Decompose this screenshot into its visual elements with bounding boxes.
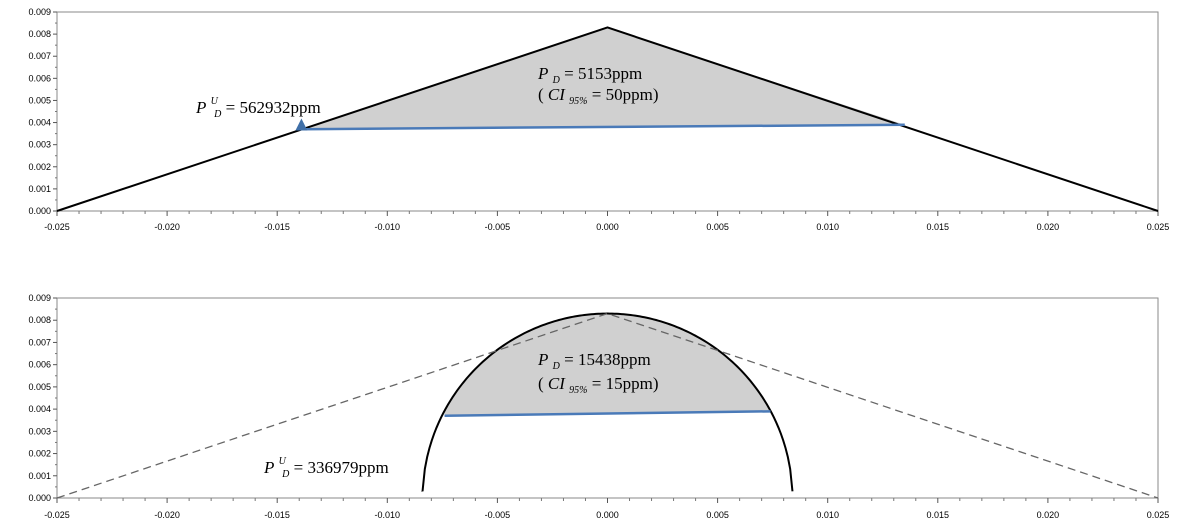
top-y-tick-label: 0.003 <box>28 140 51 150</box>
top-pdu-value: = 562932ppm <box>226 98 321 117</box>
bottom-x-tick-label: -0.015 <box>264 510 290 520</box>
bottom-ci-open: ( <box>538 374 544 393</box>
top-x-tick-label: -0.010 <box>375 222 401 232</box>
top-pd-subscript: D <box>552 75 561 86</box>
top-pd-annotation: P D = 5153ppm <box>537 64 642 87</box>
top-triangle-curve <box>56 26 1159 212</box>
bottom-x-tick-label: -0.010 <box>375 510 401 520</box>
bottom-y-tick-label: 0.005 <box>28 382 51 392</box>
top-pdu-subscript: D <box>213 109 222 120</box>
bottom-x-tick-label: -0.005 <box>485 510 511 520</box>
bottom-x-tick-label: 0.010 <box>816 510 839 520</box>
bottom-ci-annotation: ( CI 95% = 15ppm) <box>538 374 659 397</box>
bottom-pdu-subscript: D <box>281 469 290 480</box>
top-x-tick-label: -0.015 <box>264 222 290 232</box>
top-ci-value: = 50ppm) <box>592 85 659 104</box>
bottom-y-tick-label: 0.006 <box>28 360 51 370</box>
bottom-y-tick-label: 0.007 <box>28 337 51 347</box>
top-chart-group: 0.000 0.001 0.002 0.003 0.004 0.005 0.006 0.007… <box>28 7 1169 232</box>
bottom-pd-value: = 15438ppm <box>564 350 651 369</box>
top-x-tick-label: -0.025 <box>44 222 70 232</box>
bottom-y-tick-label: 0.008 <box>28 315 51 325</box>
top-y-tick-label: 0.008 <box>28 29 51 39</box>
top-x-tick-label: 0.020 <box>1037 222 1060 232</box>
top-baseline <box>301 123 905 131</box>
bottom-dashed-reference-triangle <box>56 312 1159 499</box>
bottom-baseline <box>444 410 771 418</box>
bottom-chart-group: 0.000 0.001 0.002 0.003 0.004 0.005 0.006 0.007… <box>28 293 1169 520</box>
bottom-x-tick-label: 0.020 <box>1037 510 1060 520</box>
bottom-x-tick-label: 0.000 <box>596 510 619 520</box>
top-x-tick-label: -0.020 <box>154 222 180 232</box>
top-pdu-symbol: P <box>195 98 206 117</box>
top-pd-value: = 5153ppm <box>564 64 642 83</box>
bottom-pd-annotation: P D = 15438ppm <box>537 350 651 373</box>
top-shaded-region <box>301 27 905 130</box>
bottom-x-tick-label: 0.025 <box>1147 510 1170 520</box>
top-y-tick-label: 0.002 <box>28 162 51 172</box>
bottom-y-tick-label: 0.009 <box>28 293 51 303</box>
top-x-tick-label: 0.010 <box>816 222 839 232</box>
bottom-x-tick-label: -0.020 <box>154 510 180 520</box>
top-pdu-superscript: U <box>211 96 219 107</box>
top-y-tick-label: 0.007 <box>28 51 51 61</box>
bottom-y-tick-label: 0.001 <box>28 471 51 481</box>
bottom-shaded-region <box>444 313 771 416</box>
bottom-ci-symbol: CI <box>548 374 566 393</box>
bottom-x-tick-label: 0.015 <box>927 510 950 520</box>
bottom-y-tick-label: 0.000 <box>28 493 51 503</box>
top-marker <box>295 118 308 131</box>
bottom-x-tick-label: 0.005 <box>706 510 729 520</box>
bottom-pdu-annotation: P U D = 336979ppm <box>263 449 389 481</box>
top-y-tick-label: 0.006 <box>28 73 51 83</box>
top-ci-open: ( <box>538 85 544 104</box>
bottom-x-tick-label: -0.025 <box>44 510 70 520</box>
bottom-pd-symbol: P <box>537 350 548 369</box>
bottom-y-tick-label: 0.004 <box>28 404 51 414</box>
top-x-tick-label: -0.005 <box>485 222 511 232</box>
bottom-y-tick-label: 0.003 <box>28 426 51 436</box>
top-y-tick-label: 0.001 <box>28 184 51 194</box>
top-ci-annotation: ( CI 95% = 50ppm) <box>538 85 659 108</box>
top-y-tick-label: 0.005 <box>28 95 51 105</box>
top-pd-symbol: P <box>537 64 548 83</box>
bottom-ci-value: = 15ppm) <box>592 374 659 393</box>
top-x-tick-label: 0.025 <box>1147 222 1170 232</box>
top-ci-symbol: CI <box>548 85 566 104</box>
bottom-pdu-symbol: P <box>263 458 274 477</box>
top-ci-subscript: 95% <box>569 96 587 107</box>
top-y-tick-label: 0.004 <box>28 118 51 128</box>
bottom-ci-subscript: 95% <box>569 385 587 396</box>
top-x-tick-label: 0.015 <box>927 222 950 232</box>
top-y-tick-label: 0.009 <box>28 7 51 17</box>
bottom-pdu-value: = 336979ppm <box>294 458 389 477</box>
top-x-tick-label: 0.005 <box>706 222 729 232</box>
bottom-pdu-superscript: U <box>279 456 287 467</box>
top-y-tick-label: 0.000 <box>28 206 51 216</box>
bottom-y-tick-label: 0.002 <box>28 449 51 459</box>
top-pdu-annotation: P U D = 562932ppm <box>195 89 321 121</box>
bottom-pd-subscript: D <box>552 361 561 372</box>
top-x-tick-label: 0.000 <box>596 222 619 232</box>
